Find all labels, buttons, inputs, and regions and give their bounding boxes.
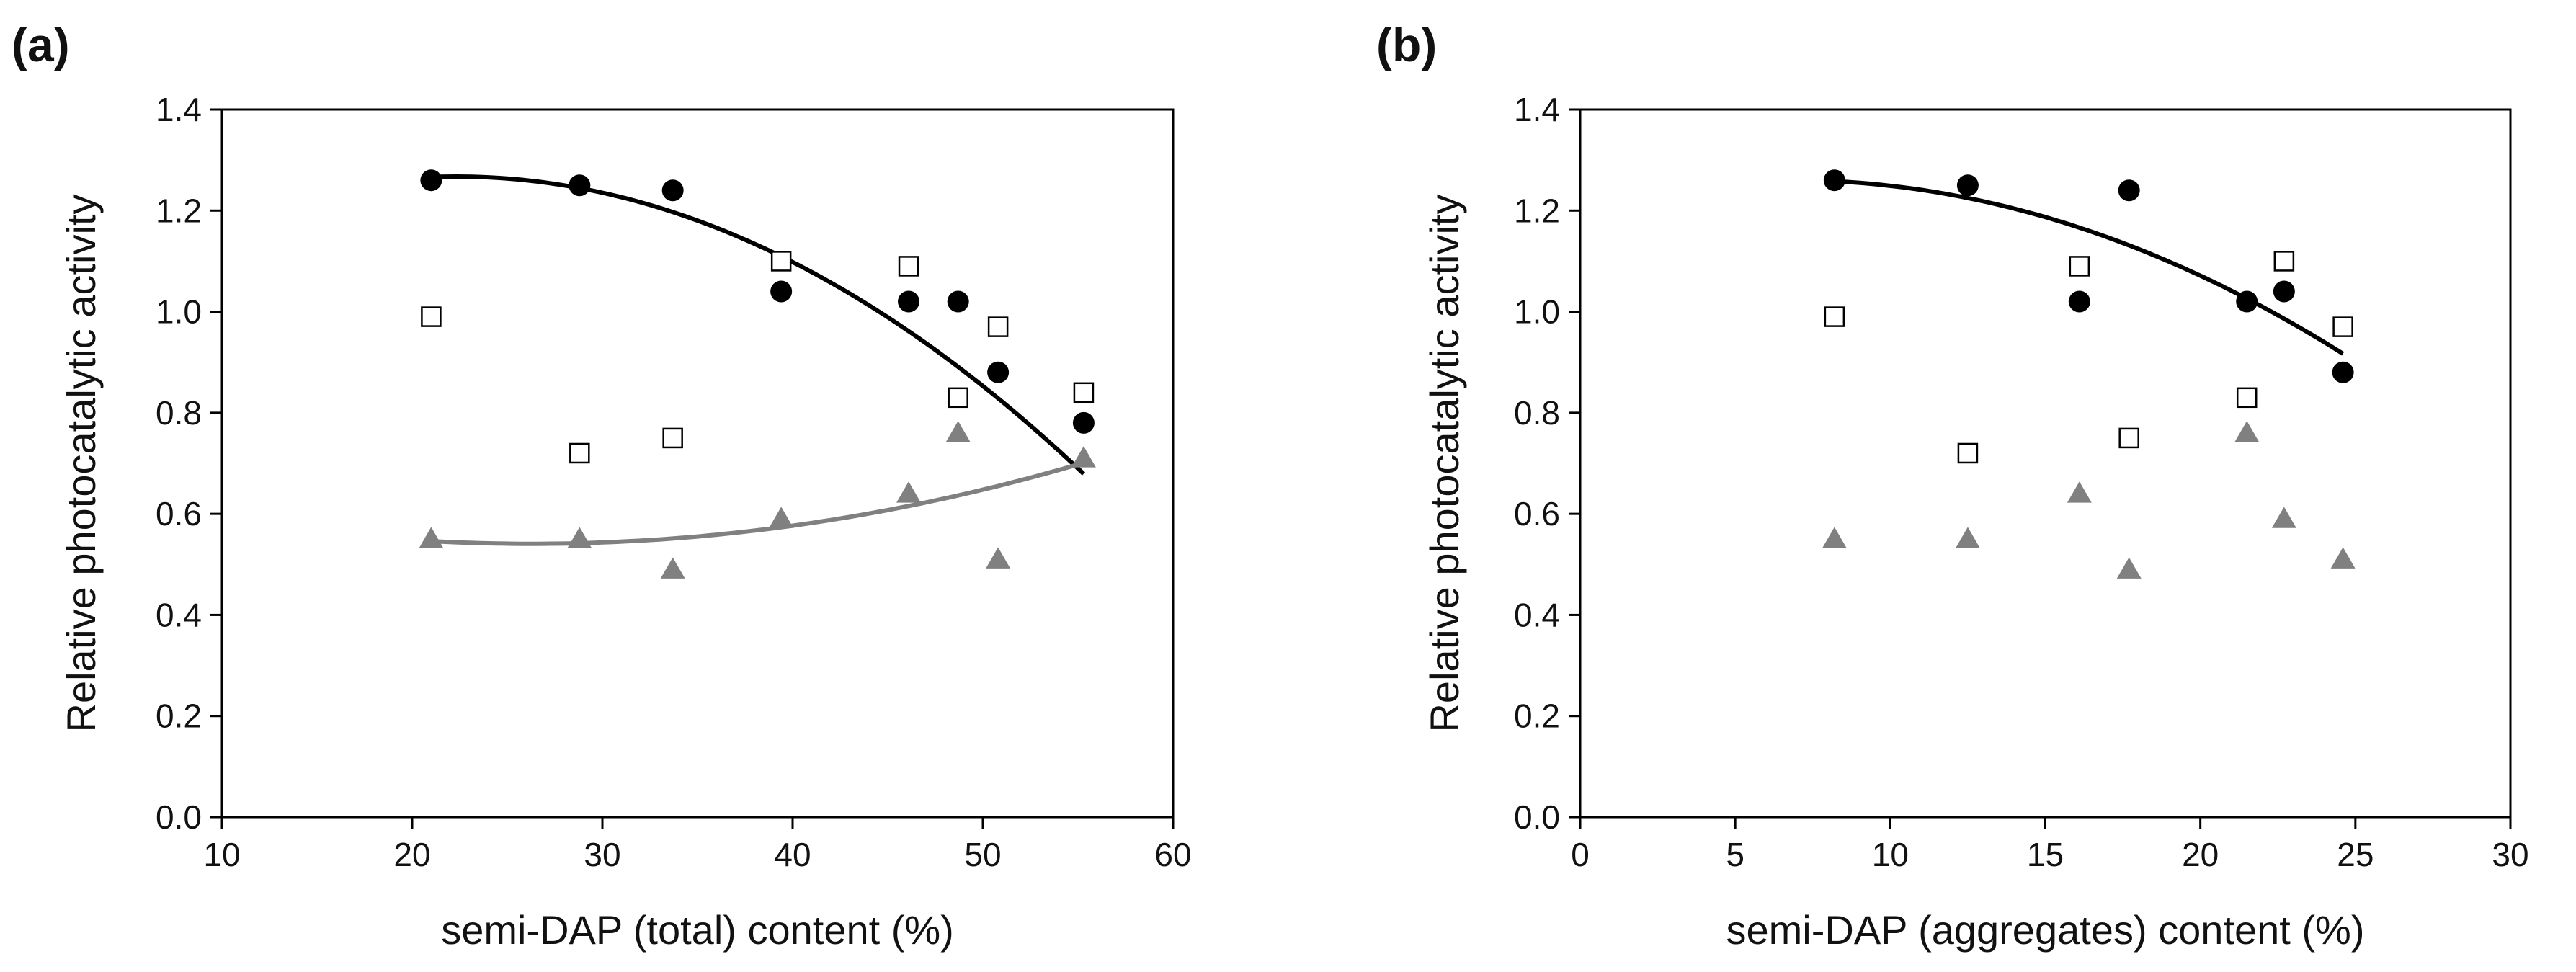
y-tick-label: 0.8	[156, 394, 202, 432]
data-point-square	[421, 306, 442, 327]
data-point-square	[987, 316, 1009, 337]
y-tick-label: 1.0	[1514, 293, 1560, 331]
data-point-square	[662, 427, 683, 449]
data-point-triangle	[2271, 507, 2296, 528]
y-tick-label: 1.2	[1514, 192, 1560, 229]
data-point-circle	[2236, 290, 2258, 313]
data-point-square	[948, 387, 968, 409]
data-point-square	[2236, 387, 2258, 409]
data-point-triangle	[1955, 527, 1980, 548]
x-tick-label: 60	[1154, 836, 1191, 873]
data-point-square	[2332, 316, 2353, 337]
data-point-triangle	[660, 557, 685, 579]
data-point-square	[1957, 442, 1979, 464]
x-tick-label: 25	[2337, 836, 2374, 873]
y-tick-label: 0.6	[1514, 495, 1560, 532]
x-tick-label: 30	[2492, 836, 2528, 873]
data-point-circle	[2118, 179, 2140, 202]
data-point-circle	[420, 169, 442, 192]
data-point-triangle	[769, 507, 794, 528]
data-point-triangle	[1822, 527, 1847, 548]
y-tick-label: 0.8	[1514, 394, 1560, 432]
x-tick-label: 10	[1872, 836, 1909, 873]
data-point-triangle	[2116, 557, 2142, 579]
x-tick-label: 0	[1571, 836, 1590, 873]
x-tick-label: 20	[2182, 836, 2219, 873]
x-tick-label: 5	[1726, 836, 1744, 873]
data-point-circle	[947, 290, 969, 313]
data-point-circle	[898, 290, 920, 313]
y-axis-title: Relative photocatalytic activity	[58, 194, 104, 732]
data-point-circle	[2068, 290, 2090, 313]
data-point-square	[898, 256, 919, 277]
data-point-triangle	[986, 547, 1011, 569]
y-tick-label: 1.0	[156, 293, 202, 331]
data-point-triangle	[2234, 421, 2260, 442]
data-point-square	[2118, 427, 2139, 449]
x-tick-label: 50	[964, 836, 1001, 873]
fit-curve-black	[1834, 179, 2345, 356]
data-point-triangle	[419, 527, 444, 548]
y-tick-label: 0.6	[156, 495, 202, 532]
data-point-square	[2069, 256, 2090, 277]
plot-frame	[220, 108, 1175, 819]
y-tick-label: 0.2	[156, 697, 202, 735]
x-tick-label: 40	[774, 836, 811, 873]
data-point-square	[569, 442, 590, 464]
data-point-circle	[569, 174, 591, 197]
y-tick-label: 1.4	[156, 91, 202, 128]
x-tick-label: 30	[584, 836, 620, 873]
data-point-circle	[987, 361, 1010, 383]
y-axis-title: Relative photocatalytic activity	[1422, 194, 1467, 732]
y-tick-label: 0.0	[156, 798, 202, 836]
data-point-triangle	[2330, 547, 2356, 569]
data-point-triangle	[896, 481, 922, 503]
x-tick-label: 15	[2027, 836, 2064, 873]
data-point-circle	[1823, 169, 1845, 192]
panel-a: (a) 10 20 30 40 50 60 0.0 0.2 0.4 0.6 0.8 1.0 1.2 1.4 s…	[12, 18, 1192, 953]
y-tick-label: 0.2	[1514, 697, 1560, 735]
data-point-triangle	[567, 527, 592, 548]
data-point-square	[1073, 382, 1095, 403]
fit-curve-gray	[431, 460, 1084, 546]
data-point-circle	[2273, 280, 2295, 303]
x-tick-label: 20	[393, 836, 430, 873]
data-point-triangle	[945, 421, 971, 442]
data-point-triangle	[2067, 481, 2092, 503]
data-point-triangle	[1071, 446, 1096, 468]
data-point-circle	[661, 179, 684, 202]
data-point-square	[770, 251, 792, 272]
data-point-circle	[770, 280, 793, 303]
data-point-circle	[2332, 361, 2354, 383]
panel-label: (b)	[1376, 18, 1437, 71]
data-point-square	[1824, 306, 1845, 327]
panel-label: (a)	[12, 18, 70, 71]
data-point-square	[2273, 251, 2295, 272]
y-tick-label: 0.4	[1514, 596, 1560, 633]
y-tick-label: 0.4	[156, 596, 202, 633]
x-axis-title: semi-DAP (aggregates) content (%)	[1726, 907, 2365, 953]
panel-b: (b) 0 5 10 15 20 25 30 0.0 0.2 0.4 0.6 0.8 1.0 1.2 1.4 s…	[1376, 18, 2529, 953]
x-axis-title: semi-DAP (total) content (%)	[441, 907, 954, 953]
data-point-circle	[1072, 411, 1095, 434]
y-tick-label: 0.0	[1514, 798, 1560, 836]
fit-curve-black	[431, 174, 1085, 476]
data-point-circle	[1956, 174, 1979, 197]
x-tick-label: 10	[203, 836, 240, 873]
y-tick-label: 1.4	[1514, 91, 1560, 128]
y-tick-label: 1.2	[156, 192, 202, 229]
